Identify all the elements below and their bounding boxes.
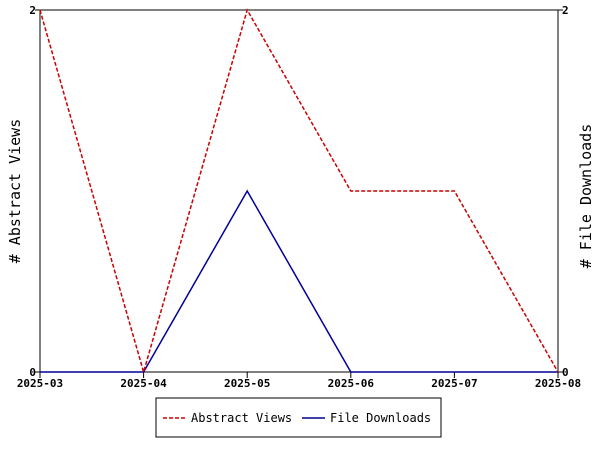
series-line-file-downloads	[40, 189, 558, 373]
series-layer	[39, 8, 559, 375]
y-axis-left: 02	[29, 4, 40, 379]
y-axis-left-title: # Abstract Views	[6, 119, 24, 264]
x-tick-label: 2025-05	[224, 377, 270, 390]
x-tick-label: 2025-07	[431, 377, 477, 390]
y-right-tick-label: 0	[562, 366, 569, 379]
y-left-tick-label: 0	[29, 366, 36, 379]
y-right-tick-label: 2	[562, 4, 569, 17]
y-left-tick-label: 2	[29, 4, 36, 17]
series-line-abstract-views	[39, 8, 559, 375]
y-axis-right: 02	[558, 4, 569, 379]
legend-box	[155, 397, 442, 438]
legend-label-abstract-views: Abstract Views	[191, 411, 292, 425]
plot-area	[39, 9, 559, 373]
legend-label-file-downloads: File Downloads	[330, 411, 431, 425]
x-tick-label: 2025-08	[535, 377, 581, 390]
y-axis-right-title: # File Downloads	[577, 124, 595, 269]
x-tick-label: 2025-06	[328, 377, 375, 390]
legend: Abstract Views File Downloads	[155, 397, 442, 438]
x-tick-label: 2025-03	[17, 377, 63, 390]
x-axis: 2025-03 2025-04 2025-05 2025-06 2025-07 2025-…	[17, 372, 581, 390]
x-tick-label: 2025-04	[120, 377, 167, 390]
